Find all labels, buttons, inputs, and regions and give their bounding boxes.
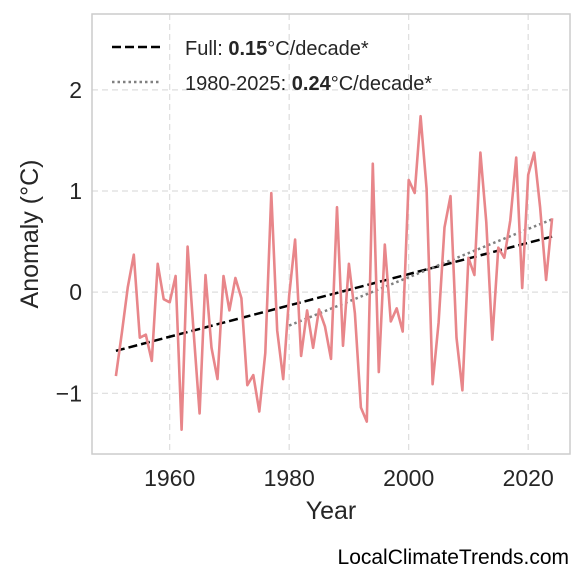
legend-full-value: 0.15 [228,38,267,60]
x-tick-label: 1960 [144,465,195,491]
grid [92,14,570,454]
y-tick-label: 2 [69,77,82,103]
y-tick-label: 0 [69,279,82,305]
y-tick-label: −1 [56,380,82,406]
plot-background [92,14,570,454]
legend-full-prefix: Full: [185,38,228,60]
y-axis-label: Anomaly (°C) [16,160,44,309]
y-tick-label: 1 [69,178,82,204]
x-tick-label: 2000 [383,465,434,491]
site-credit: LocalClimateTrends.com [337,546,569,569]
plot-frame [91,13,571,455]
legend: Full: 0.15°C/decade* 1980-2025: 0.24°C/d… [112,38,432,95]
legend-recent-suffix: °C/decade* [331,73,433,95]
x-axis-label: Year [306,497,357,525]
legend-full-suffix: °C/decade* [267,38,369,60]
x-tick-label: 1980 [264,465,315,491]
series [114,114,554,432]
x-axis-ticks: 1960 1980 2000 2020 [144,465,554,491]
anomaly-series-line [114,114,554,432]
x-tick-label: 2020 [503,465,554,491]
legend-entry-recent: 1980-2025: 0.24°C/decade* [185,73,432,95]
legend-recent-prefix: 1980-2025: [185,73,292,95]
legend-recent-value: 0.24 [292,73,332,95]
y-axis-ticks: −1 0 1 2 [56,77,82,406]
legend-entry-full: Full: 0.15°C/decade* [185,38,369,60]
